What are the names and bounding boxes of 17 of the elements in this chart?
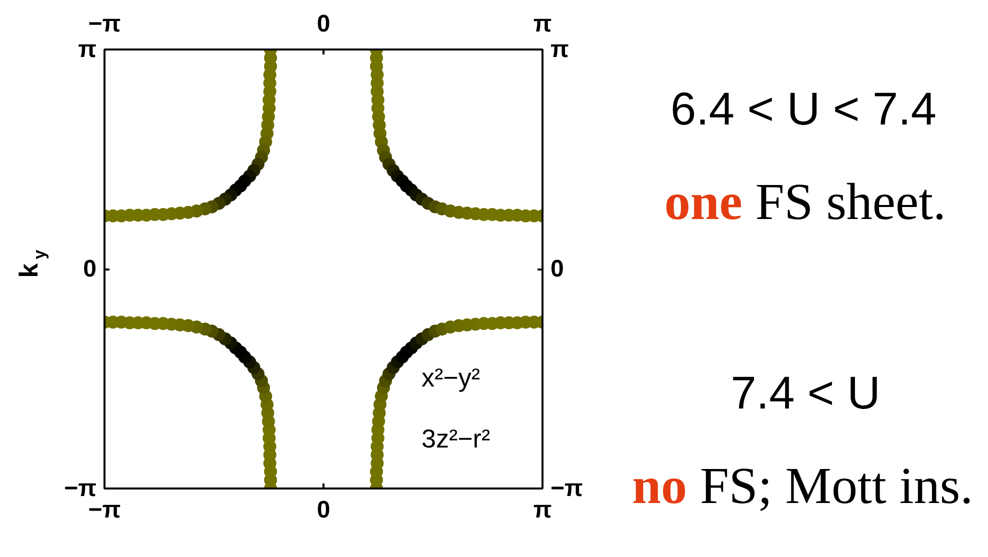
x2-tick-label: 0 — [316, 10, 330, 38]
text: one FS sheet. — [664, 174, 946, 231]
y2-tick-label: 0 — [550, 256, 564, 282]
text: 7.4 < U — [730, 366, 880, 418]
x-tick-label: π — [533, 496, 552, 524]
y-axis-title: ky — [14, 249, 49, 278]
annotation: 3z²−r² — [422, 424, 490, 454]
x2-tick-label: π — [533, 10, 552, 38]
x-tick-label: 0 — [316, 496, 330, 524]
text: 6.4 < U < 7.4 — [670, 82, 936, 134]
y-tick-label: −π — [64, 475, 96, 502]
y2-tick-label: π — [550, 36, 569, 63]
y-tick-label: π — [78, 36, 96, 63]
annotation: x²−y² — [422, 362, 480, 392]
text: no FS; Mott ins. — [632, 458, 974, 515]
y2-tick-label: −π — [550, 475, 583, 502]
y-tick-label: 0 — [83, 256, 97, 282]
